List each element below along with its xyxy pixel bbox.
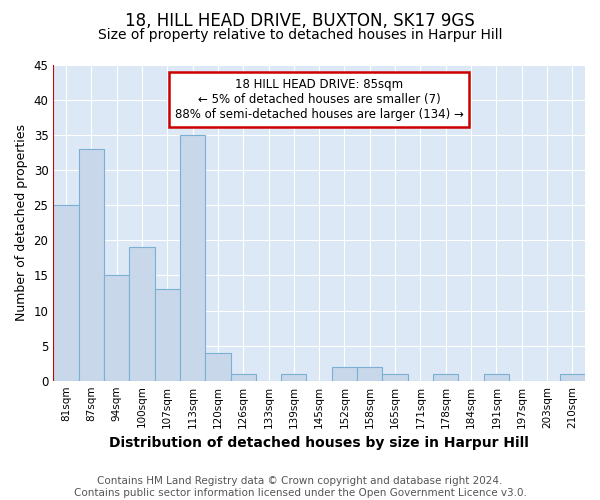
Bar — [281, 374, 307, 380]
Text: Size of property relative to detached houses in Harpur Hill: Size of property relative to detached ho… — [98, 28, 502, 42]
Bar — [560, 374, 585, 380]
Bar — [129, 248, 155, 380]
Bar — [205, 352, 230, 380]
Bar — [357, 366, 382, 380]
Bar — [79, 149, 104, 380]
Text: Contains HM Land Registry data © Crown copyright and database right 2024.
Contai: Contains HM Land Registry data © Crown c… — [74, 476, 526, 498]
X-axis label: Distribution of detached houses by size in Harpur Hill: Distribution of detached houses by size … — [109, 436, 529, 450]
Bar — [332, 366, 357, 380]
Bar — [484, 374, 509, 380]
Bar — [155, 290, 180, 380]
Bar — [104, 276, 129, 380]
Bar — [382, 374, 408, 380]
Bar — [53, 206, 79, 380]
Bar — [433, 374, 458, 380]
Text: 18, HILL HEAD DRIVE, BUXTON, SK17 9GS: 18, HILL HEAD DRIVE, BUXTON, SK17 9GS — [125, 12, 475, 30]
Bar — [180, 135, 205, 380]
Y-axis label: Number of detached properties: Number of detached properties — [15, 124, 28, 322]
Text: 18 HILL HEAD DRIVE: 85sqm
← 5% of detached houses are smaller (7)
88% of semi-de: 18 HILL HEAD DRIVE: 85sqm ← 5% of detach… — [175, 78, 464, 120]
Bar — [230, 374, 256, 380]
